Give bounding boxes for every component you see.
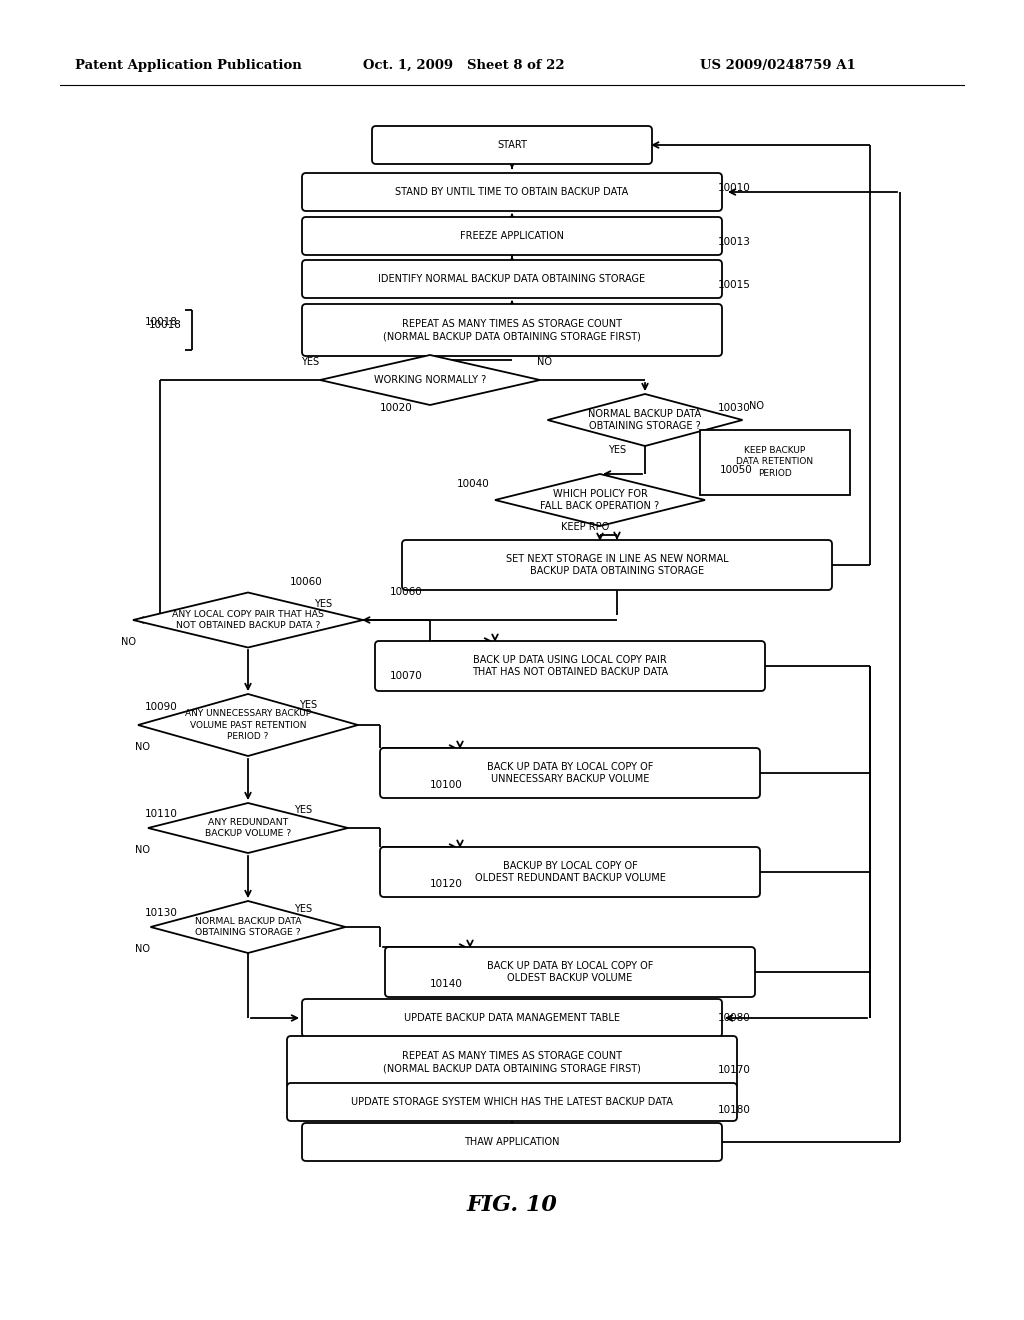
FancyBboxPatch shape — [380, 748, 760, 799]
FancyBboxPatch shape — [385, 946, 755, 997]
Text: ANY REDUNDANT
BACKUP VOLUME ?: ANY REDUNDANT BACKUP VOLUME ? — [205, 818, 291, 838]
Text: NO: NO — [135, 742, 151, 752]
Text: NO: NO — [121, 638, 135, 647]
Text: 10090: 10090 — [145, 702, 178, 711]
Text: ANY UNNECESSARY BACKUP
VOLUME PAST RETENTION
PERIOD ?: ANY UNNECESSARY BACKUP VOLUME PAST RETEN… — [185, 709, 311, 741]
Text: 10015: 10015 — [718, 280, 751, 290]
Text: US 2009/0248759 A1: US 2009/0248759 A1 — [700, 58, 856, 71]
Text: 10018: 10018 — [150, 319, 182, 330]
Text: 10030: 10030 — [718, 403, 751, 413]
FancyBboxPatch shape — [302, 999, 722, 1038]
Text: NORMAL BACKUP DATA
OBTAINING STORAGE ?: NORMAL BACKUP DATA OBTAINING STORAGE ? — [195, 917, 301, 937]
FancyBboxPatch shape — [287, 1036, 737, 1088]
Text: BACKUP BY LOCAL COPY OF
OLDEST REDUNDANT BACKUP VOLUME: BACKUP BY LOCAL COPY OF OLDEST REDUNDANT… — [474, 861, 666, 883]
FancyBboxPatch shape — [302, 173, 722, 211]
Text: NO: NO — [135, 944, 151, 954]
Text: 10120: 10120 — [430, 879, 463, 888]
Text: Patent Application Publication: Patent Application Publication — [75, 58, 302, 71]
Text: YES: YES — [301, 356, 319, 367]
FancyBboxPatch shape — [380, 847, 760, 898]
Text: START: START — [497, 140, 527, 150]
Text: 10060: 10060 — [390, 587, 423, 597]
Text: 10020: 10020 — [380, 403, 413, 413]
Text: Oct. 1, 2009   Sheet 8 of 22: Oct. 1, 2009 Sheet 8 of 22 — [362, 58, 564, 71]
Polygon shape — [319, 355, 540, 405]
Polygon shape — [548, 393, 742, 446]
Text: BACK UP DATA USING LOCAL COPY PAIR
THAT HAS NOT OBTAINED BACKUP DATA: BACK UP DATA USING LOCAL COPY PAIR THAT … — [472, 655, 668, 677]
Text: FREEZE APPLICATION: FREEZE APPLICATION — [460, 231, 564, 242]
Text: FIG. 10: FIG. 10 — [467, 1195, 557, 1216]
FancyBboxPatch shape — [302, 216, 722, 255]
Text: 10170: 10170 — [718, 1065, 751, 1074]
Polygon shape — [495, 474, 705, 525]
Text: 10010: 10010 — [718, 183, 751, 193]
Text: IDENTIFY NORMAL BACKUP DATA OBTAINING STORAGE: IDENTIFY NORMAL BACKUP DATA OBTAINING ST… — [379, 275, 645, 284]
Text: NO: NO — [750, 401, 765, 411]
Polygon shape — [138, 694, 358, 756]
Text: NO: NO — [538, 356, 553, 367]
Text: 10070: 10070 — [390, 671, 423, 681]
Text: 10060: 10060 — [290, 577, 323, 587]
Text: KEEP RPO: KEEP RPO — [561, 521, 609, 532]
Text: REPEAT AS MANY TIMES AS STORAGE COUNT
(NORMAL BACKUP DATA OBTAINING STORAGE FIRS: REPEAT AS MANY TIMES AS STORAGE COUNT (N… — [383, 319, 641, 341]
FancyBboxPatch shape — [372, 125, 652, 164]
FancyBboxPatch shape — [287, 1082, 737, 1121]
FancyBboxPatch shape — [375, 642, 765, 690]
Text: NO: NO — [135, 845, 151, 855]
Text: 10100: 10100 — [430, 780, 463, 789]
FancyBboxPatch shape — [402, 540, 831, 590]
Polygon shape — [148, 803, 348, 853]
Polygon shape — [133, 593, 362, 648]
Text: BACK UP DATA BY LOCAL COPY OF
UNNECESSARY BACKUP VOLUME: BACK UP DATA BY LOCAL COPY OF UNNECESSAR… — [486, 762, 653, 784]
Text: 10040: 10040 — [457, 479, 489, 488]
Text: THAW APPLICATION: THAW APPLICATION — [464, 1137, 560, 1147]
Text: 10180: 10180 — [718, 1105, 751, 1115]
Text: YES: YES — [294, 904, 312, 913]
Text: ANY LOCAL COPY PAIR THAT HAS
NOT OBTAINED BACKUP DATA ?: ANY LOCAL COPY PAIR THAT HAS NOT OBTAINE… — [172, 610, 324, 630]
Text: 10110: 10110 — [145, 809, 178, 818]
Text: YES: YES — [608, 445, 626, 455]
Text: SET NEXT STORAGE IN LINE AS NEW NORMAL
BACKUP DATA OBTAINING STORAGE: SET NEXT STORAGE IN LINE AS NEW NORMAL B… — [506, 554, 728, 577]
Text: KEEP BACKUP
DATA RETENTION
PERIOD: KEEP BACKUP DATA RETENTION PERIOD — [736, 446, 813, 478]
FancyBboxPatch shape — [302, 304, 722, 356]
Text: 10018: 10018 — [145, 317, 178, 327]
Text: 10013: 10013 — [718, 238, 751, 247]
Text: REPEAT AS MANY TIMES AS STORAGE COUNT
(NORMAL BACKUP DATA OBTAINING STORAGE FIRS: REPEAT AS MANY TIMES AS STORAGE COUNT (N… — [383, 1051, 641, 1073]
Text: YES: YES — [299, 700, 317, 710]
FancyBboxPatch shape — [302, 1123, 722, 1162]
Text: 10130: 10130 — [145, 908, 178, 917]
Text: STAND BY UNTIL TIME TO OBTAIN BACKUP DATA: STAND BY UNTIL TIME TO OBTAIN BACKUP DAT… — [395, 187, 629, 197]
Text: WORKING NORMALLY ?: WORKING NORMALLY ? — [374, 375, 486, 385]
Text: NORMAL BACKUP DATA
OBTAINING STORAGE ?: NORMAL BACKUP DATA OBTAINING STORAGE ? — [589, 409, 701, 432]
Text: 10050: 10050 — [720, 465, 753, 475]
Text: UPDATE BACKUP DATA MANAGEMENT TABLE: UPDATE BACKUP DATA MANAGEMENT TABLE — [404, 1012, 620, 1023]
Text: 10080: 10080 — [718, 1012, 751, 1023]
Text: WHICH POLICY FOR
FALL BACK OPERATION ?: WHICH POLICY FOR FALL BACK OPERATION ? — [541, 488, 659, 511]
Text: 10140: 10140 — [430, 979, 463, 989]
Polygon shape — [151, 902, 345, 953]
Text: YES: YES — [314, 599, 332, 609]
FancyBboxPatch shape — [302, 260, 722, 298]
Text: BACK UP DATA BY LOCAL COPY OF
OLDEST BACKUP VOLUME: BACK UP DATA BY LOCAL COPY OF OLDEST BAC… — [486, 961, 653, 983]
Text: YES: YES — [294, 805, 312, 814]
Text: UPDATE STORAGE SYSTEM WHICH HAS THE LATEST BACKUP DATA: UPDATE STORAGE SYSTEM WHICH HAS THE LATE… — [351, 1097, 673, 1107]
Bar — [700, 429, 850, 495]
